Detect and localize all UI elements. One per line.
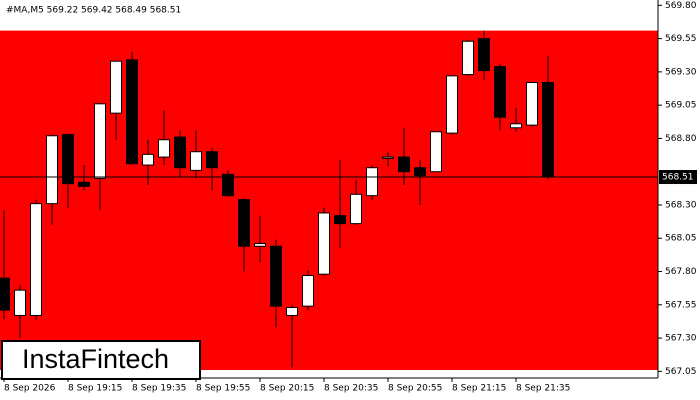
y-tick-label: 567.80: [665, 267, 697, 277]
y-tick-label: 569.30: [665, 67, 697, 77]
candle-body: [222, 173, 234, 197]
y-tick-label: 567.05: [665, 367, 697, 377]
candle-body: [286, 306, 298, 316]
candle-body: [318, 212, 330, 275]
candle-body: [110, 60, 122, 114]
candle-body: [334, 215, 346, 225]
candle-body: [350, 193, 362, 225]
y-tick-label: 569.55: [665, 34, 697, 44]
y-tick-label: 567.30: [665, 334, 697, 344]
candle-body: [510, 123, 522, 129]
y-tick-label: 568.05: [665, 234, 697, 244]
y-tick-label: 569.05: [665, 101, 697, 111]
candle-body: [14, 289, 26, 316]
x-tick-label: 8 Sep 21:15: [452, 384, 506, 394]
candle-body: [254, 243, 266, 247]
candle-body: [206, 151, 218, 169]
candle-body: [494, 66, 506, 118]
candle-body: [430, 131, 442, 173]
last-price-label: 568.51: [662, 173, 694, 183]
candle-body: [0, 277, 10, 311]
chart-title: #MA,M5 569.22 569.42 568.49 568.51: [6, 6, 181, 16]
candle-body: [478, 38, 490, 72]
y-tick-label: 568.30: [665, 200, 697, 210]
y-tick-label: 567.55: [665, 300, 697, 310]
y-tick-label: 569.80: [665, 1, 697, 11]
candle-body: [46, 135, 58, 205]
candle-body: [238, 199, 250, 247]
x-tick-label: 8 Sep 19:55: [196, 384, 250, 394]
x-tick-label: 8 Sep 21:35: [516, 384, 570, 394]
candle-body: [158, 139, 170, 158]
last-price-box: [659, 170, 697, 185]
candle-body: [94, 103, 106, 179]
candle-body: [446, 75, 458, 134]
x-tick-label: 8 Sep 20:55: [388, 384, 442, 394]
candle-body: [174, 136, 186, 169]
candle-body: [382, 156, 394, 159]
candle-body: [414, 167, 426, 177]
x-tick-label: 8 Sep 20:35: [324, 384, 378, 394]
zone: [0, 30, 658, 371]
candle-body: [30, 203, 42, 316]
candle-body: [462, 40, 474, 76]
candle-body: [126, 59, 138, 165]
y-tick-label: 568.80: [665, 134, 697, 144]
x-tick-label: 8 Sep 2026: [4, 384, 56, 394]
candle-body: [398, 156, 410, 173]
candle-body: [526, 82, 538, 126]
candle-body: [302, 275, 314, 307]
candle-body: [62, 133, 74, 185]
candle-body: [78, 181, 90, 187]
x-tick-label: 8 Sep 20:15: [260, 384, 314, 394]
candle-body: [190, 151, 202, 171]
logo-box: [1, 340, 201, 380]
candle-body: [366, 167, 378, 197]
candle-body: [270, 245, 282, 307]
x-tick-label: 8 Sep 19:15: [68, 384, 122, 394]
logo: InstaFintech: [22, 344, 169, 374]
candle-body: [142, 153, 154, 166]
candle-body: [542, 82, 554, 178]
x-tick-label: 8 Sep 19:35: [132, 384, 186, 394]
